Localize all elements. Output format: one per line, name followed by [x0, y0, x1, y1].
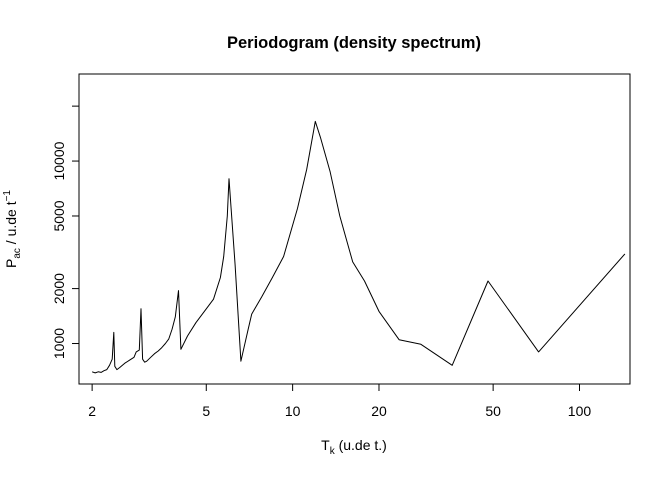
x-axis-label: Tk (u.de t.) [321, 437, 387, 457]
x-tick-label: 50 [485, 403, 501, 419]
y-axis-label-subscript: ac [12, 248, 23, 259]
y-axis: 1000 2000 5000 10000 [51, 105, 80, 359]
y-tick-label: 10000 [51, 141, 67, 180]
x-axis-label-rest: (u.de t.) [335, 437, 387, 453]
x-tick-label: 100 [568, 403, 592, 419]
y-tick-label: 5000 [51, 200, 67, 231]
chart-title: Periodogram (density spectrum) [227, 34, 481, 52]
series-line [91, 120, 626, 374]
y-tick-label: 1000 [51, 328, 67, 359]
y-axis-label-superscript: −1 [2, 190, 13, 202]
x-axis-label-subscript: k [330, 446, 336, 457]
x-tick-label: 20 [371, 403, 387, 419]
x-tick-label: 10 [285, 403, 301, 419]
y-tick-label: 2000 [51, 273, 67, 304]
x-tick-label: 2 [88, 403, 96, 419]
y-axis-label-rest: / u.de t [3, 201, 19, 248]
y-axis-label-main: P [3, 259, 19, 268]
y-axis-label: Pac / u.de t−1 [2, 190, 23, 268]
x-tick-label: 5 [202, 403, 210, 419]
plot-frame [78, 73, 631, 385]
x-axis-label-main: T [321, 437, 330, 453]
x-axis: 2 5 10 20 50 100 [88, 383, 592, 419]
